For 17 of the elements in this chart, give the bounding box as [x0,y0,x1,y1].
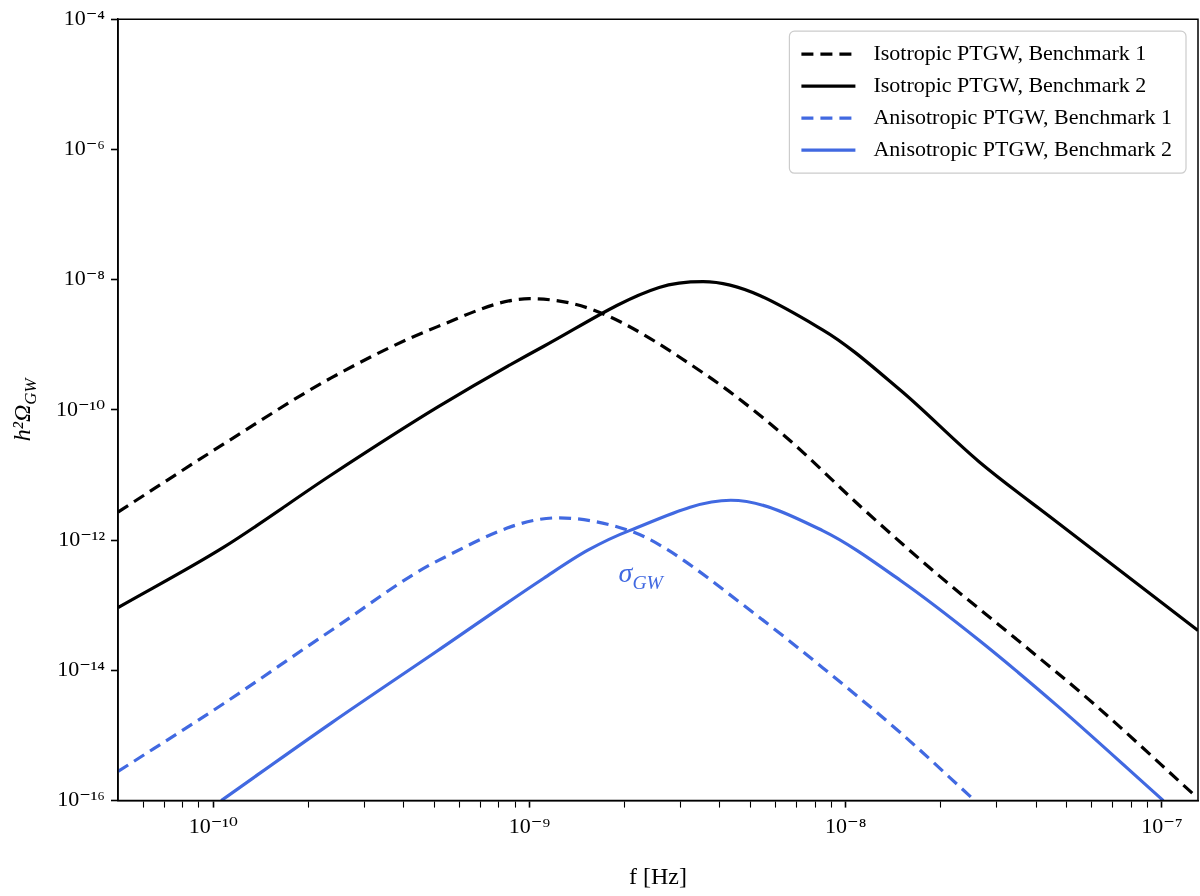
y-tick-label: 10⁻¹⁴ [57,656,106,682]
x-tick-label: 10⁻¹⁰ [188,812,238,838]
legend-label: Anisotropic PTGW, Benchmark 1 [873,103,1172,129]
y-tick-label: 10⁻⁴ [63,4,106,30]
x-axis-title: f [Hz] [629,863,687,889]
y-tick-label: 10⁻¹⁶ [57,786,106,812]
x-tick-label: 10⁻⁸ [825,812,867,838]
legend-label: Anisotropic PTGW, Benchmark 2 [873,135,1172,161]
y-tick-label: 10⁻⁶ [63,135,106,161]
x-tick-label: 10⁻⁷ [1141,812,1183,838]
y-tick-label: 10⁻¹² [58,525,106,551]
y-tick-label: 10⁻¹⁰ [56,395,106,421]
legend-label: Isotropic PTGW, Benchmark 2 [873,71,1147,97]
y-axis-title: h²ΩGW [9,376,40,442]
legend-label: Isotropic PTGW, Benchmark 1 [873,39,1147,65]
y-tick-label: 10⁻⁸ [63,265,106,291]
x-tick-label: 10⁻⁹ [508,812,551,838]
